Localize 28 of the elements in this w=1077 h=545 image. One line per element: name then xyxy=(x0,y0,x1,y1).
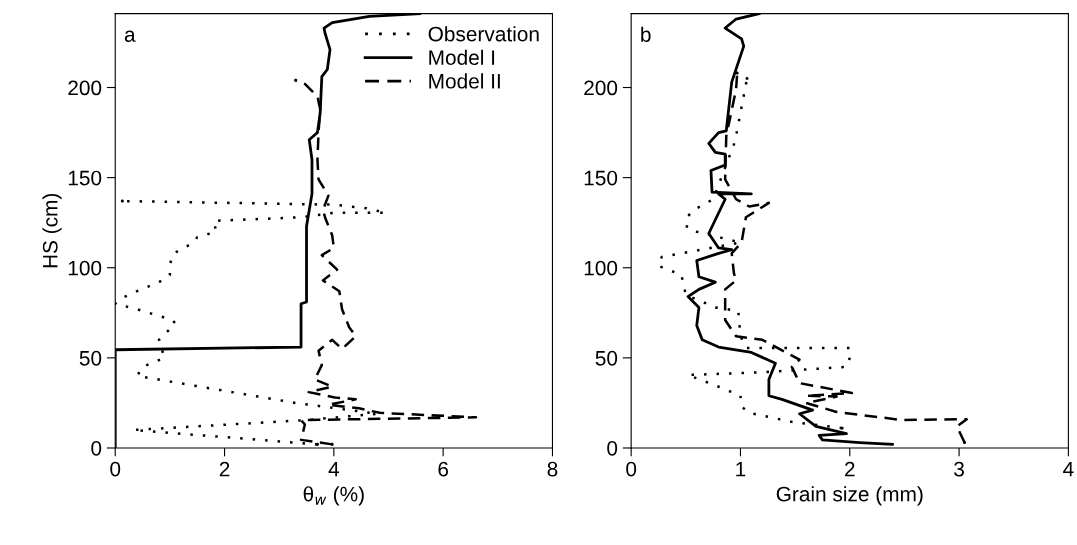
y-tick-label: 0 xyxy=(607,440,618,456)
y-tick-label: 150 xyxy=(584,170,618,186)
x-tick-label: 4 xyxy=(328,461,340,477)
x-tick-label: 8 xyxy=(547,461,558,477)
x-tick-label: 0 xyxy=(626,461,637,477)
y-tick-label: 100 xyxy=(584,260,618,276)
y-tick-label: 50 xyxy=(595,350,618,366)
y-tick-label: 50 xyxy=(79,350,102,366)
x-tick-label: 4 xyxy=(1063,461,1074,477)
x-tick-label: 6 xyxy=(438,461,449,477)
x-tick-label: 1 xyxy=(736,461,746,477)
legend-label: Model II xyxy=(429,73,500,89)
legend-label: Model I xyxy=(429,49,495,66)
y-tick-label: 200 xyxy=(584,80,618,96)
y-tick-label: 200 xyxy=(68,80,102,96)
x-tick-label: 3 xyxy=(954,461,964,477)
x-tick-label: 2 xyxy=(845,461,855,477)
x-tick-label: 0 xyxy=(110,461,121,477)
annotation: b xyxy=(641,26,651,42)
legend-label: Observation xyxy=(428,26,539,42)
x-axis-title: Grain size (mm) xyxy=(776,486,923,506)
y-axis-title: HS (cm) xyxy=(42,193,62,268)
annotation: a xyxy=(124,30,136,42)
y-tick-label: 0 xyxy=(91,440,102,456)
y-tick-label: 150 xyxy=(68,170,102,186)
y-tick-label: 100 xyxy=(68,260,102,276)
x-axis-title: θ$_{w}$ (%) xyxy=(303,486,364,506)
x-tick-label: 2 xyxy=(219,461,230,477)
